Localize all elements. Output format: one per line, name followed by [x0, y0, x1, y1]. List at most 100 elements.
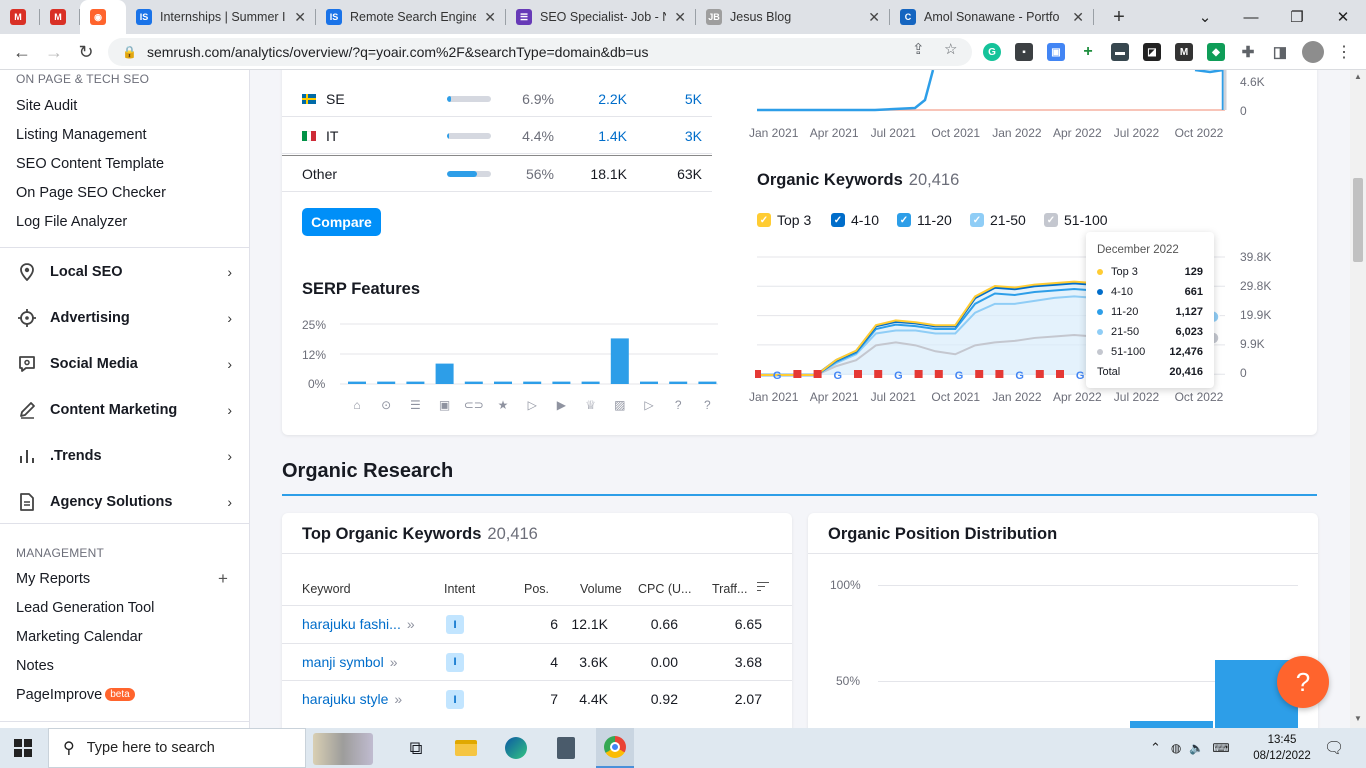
- keywords-value[interactable]: 3K: [684, 127, 702, 144]
- keywords-value[interactable]: 5K: [684, 90, 702, 107]
- clock[interactable]: 13:45 08/12/2022: [1252, 732, 1312, 764]
- browser-tab[interactable]: ◉: [80, 0, 126, 34]
- browser-tab[interactable]: JB Jesus Blog ✕: [696, 0, 890, 34]
- new-tab-button[interactable]: +: [1113, 5, 1125, 28]
- serp-bar[interactable]: [464, 381, 483, 384]
- extension-icon[interactable]: ◪: [1143, 43, 1161, 61]
- keyword-link[interactable]: harajuku style »: [302, 691, 402, 707]
- legend-toggle-top-3[interactable]: ✓ Top 3: [757, 212, 811, 228]
- file-explorer-icon[interactable]: [452, 734, 480, 762]
- tab-search-icon[interactable]: ⌄: [1198, 9, 1212, 26]
- serp-bar[interactable]: [552, 381, 571, 384]
- google-update-icon[interactable]: G: [834, 370, 843, 382]
- network-icon[interactable]: ◍: [1170, 741, 1182, 755]
- google-update-icon[interactable]: G: [1076, 370, 1085, 382]
- browser-tab[interactable]: IS Internships | Summer Int ✕: [126, 0, 316, 34]
- close-tab-icon[interactable]: ✕: [1072, 8, 1084, 25]
- note-flag-icon[interactable]: [874, 370, 883, 378]
- legend-toggle-4-10[interactable]: ✓ 4-10: [831, 212, 879, 228]
- serp-bar[interactable]: [523, 381, 542, 384]
- extension-icon[interactable]: ▣: [1047, 43, 1065, 61]
- serp-bar[interactable]: [406, 381, 425, 384]
- compare-button[interactable]: Compare: [302, 208, 381, 236]
- grammarly-extension-icon[interactable]: G: [983, 43, 1001, 61]
- note-flag-icon[interactable]: [813, 370, 822, 378]
- bookmark-star-icon[interactable]: ☆: [944, 41, 958, 58]
- distribution-bar[interactable]: [1130, 721, 1213, 728]
- sidebar-item-content-marketing[interactable]: Content Marketing ›: [16, 398, 236, 422]
- taskbar-search-box[interactable]: ⚲ Type here to search: [48, 728, 373, 768]
- menu-kebab-icon[interactable]: ⋮: [1336, 44, 1352, 61]
- serp-bar[interactable]: [669, 381, 688, 384]
- note-flag-icon[interactable]: [793, 370, 802, 378]
- column-header-position[interactable]: Pos.: [524, 582, 550, 596]
- close-tab-icon[interactable]: ✕: [484, 8, 496, 25]
- legend-toggle-51-100[interactable]: ✓ 51-100: [1044, 212, 1108, 228]
- legend-toggle-21-50[interactable]: ✓ 21-50: [970, 212, 1026, 228]
- column-header-cpc[interactable]: CPC (U...: [638, 582, 692, 596]
- serp-bar[interactable]: [494, 381, 512, 384]
- scroll-down-arrow[interactable]: ▼: [1354, 714, 1362, 723]
- sidebar-item-social-media[interactable]: Social Media ›: [16, 352, 236, 376]
- column-header-traffic[interactable]: Traff...: [712, 582, 748, 596]
- note-flag-icon[interactable]: [854, 370, 862, 378]
- sidebar-link-site-audit[interactable]: Site Audit: [16, 98, 78, 114]
- browser-tab[interactable]: IS Remote Search Engine O ✕: [316, 0, 506, 34]
- table-row[interactable]: harajuku style » I 7 4.4K 0.92 2.07: [282, 680, 792, 718]
- help-button[interactable]: ?: [1277, 656, 1329, 708]
- double-chevron-icon[interactable]: »: [389, 653, 398, 670]
- add-report-icon[interactable]: +: [218, 569, 228, 588]
- scroll-thumb[interactable]: [1353, 178, 1363, 262]
- keyword-link[interactable]: manji symbol »: [302, 654, 398, 670]
- calculator-icon[interactable]: [552, 734, 580, 762]
- browser-tab[interactable]: ☰ SEO Specialist- Job - Nit ✕: [506, 0, 696, 34]
- share-icon[interactable]: ⇪: [912, 41, 925, 58]
- chrome-icon[interactable]: [596, 728, 634, 768]
- google-update-icon[interactable]: G: [955, 370, 964, 382]
- extension-icon[interactable]: ▬: [1111, 43, 1129, 61]
- serp-bar[interactable]: [640, 381, 658, 384]
- forward-button[interactable]: →: [45, 41, 63, 62]
- browser-tab[interactable]: M: [40, 0, 80, 34]
- serp-bar[interactable]: [698, 381, 717, 384]
- note-flag-icon[interactable]: [1035, 370, 1044, 378]
- sidebar-link-my-reports[interactable]: My Reports: [16, 571, 91, 587]
- browser-tab[interactable]: C Amol Sonawane - Portfo ✕: [890, 0, 1094, 34]
- side-panel-icon[interactable]: ◨: [1272, 44, 1288, 61]
- table-row[interactable]: manji symbol » I 4 3.6K 0.00 3.68: [282, 642, 792, 681]
- notifications-icon[interactable]: 🗨: [1324, 740, 1345, 757]
- puzzle-icon[interactable]: ✚: [1241, 44, 1255, 61]
- sidebar-link-lead-generation-tool[interactable]: Lead Generation Tool: [16, 600, 155, 616]
- extension-icon[interactable]: ◆: [1207, 43, 1225, 61]
- note-flag-icon[interactable]: [914, 370, 923, 378]
- back-button[interactable]: ←: [13, 41, 31, 62]
- minimize-button[interactable]: —: [1243, 8, 1259, 26]
- close-tab-icon[interactable]: ✕: [294, 8, 306, 25]
- volume-icon[interactable]: 🔈: [1189, 741, 1205, 755]
- note-flag-icon[interactable]: [995, 370, 1004, 378]
- restore-button[interactable]: ❐: [1290, 9, 1304, 26]
- double-chevron-icon[interactable]: »: [394, 691, 403, 707]
- close-window-button[interactable]: ✕: [1336, 9, 1350, 26]
- note-flag-icon[interactable]: [755, 370, 761, 378]
- keyword-link[interactable]: harajuku fashi... »: [302, 616, 415, 632]
- close-tab-icon[interactable]: ✕: [674, 8, 686, 25]
- extension-icon[interactable]: M: [1175, 43, 1193, 61]
- sidebar-link-pageimprove[interactable]: PageImprove beta: [16, 687, 135, 703]
- serp-bar[interactable]: [610, 338, 629, 384]
- geo-row-se[interactable]: SE 6.9% 2.2K 5K: [282, 81, 712, 117]
- browser-tab[interactable]: M: [0, 0, 40, 34]
- chevron-up-icon[interactable]: ⌃: [1150, 740, 1161, 755]
- scroll-up-arrow[interactable]: ▲: [1354, 72, 1362, 81]
- note-flag-icon[interactable]: [1056, 370, 1064, 378]
- google-update-icon[interactable]: G: [1015, 370, 1024, 382]
- task-view-icon[interactable]: ⧉: [409, 737, 423, 758]
- close-tab-icon[interactable]: ✕: [868, 8, 880, 25]
- geo-row-it[interactable]: IT 4.4% 1.4K 3K: [282, 118, 712, 154]
- sidebar-item-agency-solutions[interactable]: Agency Solutions ›: [16, 490, 236, 514]
- traffic-value[interactable]: 1.4K: [598, 127, 627, 144]
- language-icon[interactable]: ⌨: [1212, 741, 1230, 755]
- sidebar-link-log-file-analyzer[interactable]: Log File Analyzer: [16, 214, 128, 230]
- serp-bar[interactable]: [377, 381, 396, 384]
- windows-start-icon[interactable]: [14, 739, 32, 757]
